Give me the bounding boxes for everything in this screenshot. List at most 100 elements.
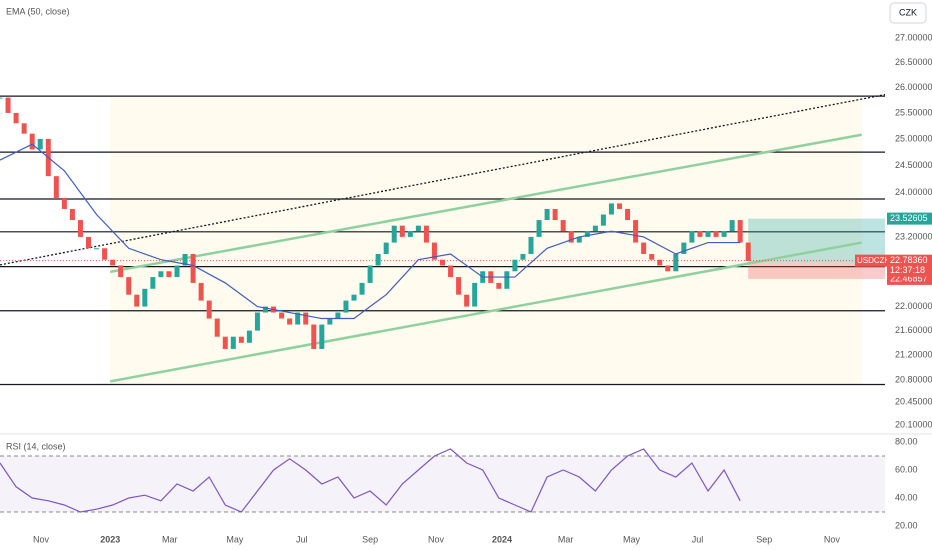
candle	[335, 312, 341, 319]
candle	[552, 208, 558, 221]
x-tick-label: Mar	[162, 534, 178, 544]
candle	[182, 253, 188, 266]
candle	[351, 294, 357, 301]
candle	[456, 277, 462, 295]
candle	[327, 318, 333, 325]
candle	[238, 336, 244, 343]
candle	[0, 97, 3, 99]
candle	[94, 248, 100, 250]
countdown-label: 12:37:18	[890, 265, 925, 275]
y-tick-label: 20.80000	[895, 374, 932, 384]
candle	[134, 294, 140, 307]
candle	[592, 225, 598, 232]
y-tick-label: 24.50000	[895, 160, 932, 170]
rsi-label: RSI (14, close)	[6, 441, 66, 451]
candle	[649, 253, 655, 260]
candle	[528, 236, 534, 254]
candle	[472, 282, 478, 307]
candle	[77, 220, 83, 237]
candle	[166, 271, 172, 278]
trendline	[109, 133, 862, 274]
x-tick-label: Nov	[824, 534, 841, 544]
candle	[383, 242, 389, 254]
candle	[721, 231, 727, 237]
candle	[673, 253, 679, 272]
candle	[21, 123, 27, 134]
candle	[657, 259, 663, 266]
x-tick-label: Jul	[692, 534, 704, 544]
candle	[536, 220, 542, 237]
candle	[496, 282, 502, 289]
candle	[512, 259, 518, 272]
candle	[13, 112, 19, 124]
ema-label: EMA (50, close)	[6, 6, 70, 16]
currency-label: CZK	[899, 7, 917, 17]
candle	[568, 231, 574, 243]
x-tick-label: Mar	[558, 534, 574, 544]
candle	[689, 231, 695, 243]
candle	[464, 294, 470, 307]
stop-label: 22.46857	[890, 273, 928, 283]
candle	[53, 176, 59, 198]
candle	[29, 133, 35, 150]
candle	[375, 253, 381, 266]
candle	[303, 312, 309, 325]
candle	[246, 330, 252, 343]
candle	[576, 236, 582, 243]
candle	[665, 265, 671, 272]
y-tick-label: 26.00000	[895, 82, 932, 92]
candle	[448, 265, 454, 278]
x-tick-label: 2023	[100, 534, 120, 544]
y-tick-label: 20.10000	[895, 419, 932, 429]
candle	[279, 312, 285, 319]
candle	[600, 214, 606, 226]
ema-line	[0, 143, 741, 320]
candle	[520, 253, 526, 260]
x-tick-label: Jul	[296, 534, 308, 544]
candle	[287, 318, 293, 325]
candle	[399, 225, 405, 237]
x-tick-label: Nov	[428, 534, 445, 544]
rsi-tick-label: 40.00	[895, 492, 918, 502]
last-price-box	[887, 254, 932, 277]
candle	[190, 253, 196, 283]
rsi-tick-label: 80.00	[895, 436, 918, 446]
candle	[544, 208, 550, 221]
x-tick-label: May	[226, 534, 244, 544]
y-tick-label: 21.60000	[895, 325, 932, 335]
rsi-band	[0, 456, 885, 512]
y-tick-label: 22.00000	[895, 301, 932, 311]
candle	[625, 208, 631, 221]
rsi-line	[0, 448, 741, 513]
target-label: 23.52605	[890, 213, 928, 223]
candle	[206, 300, 212, 319]
x-tick-label: May	[623, 534, 641, 544]
currency-button[interactable]	[889, 2, 927, 24]
candle	[295, 312, 301, 325]
candle	[102, 248, 108, 260]
candle	[86, 236, 91, 249]
candle	[359, 282, 365, 295]
candle	[142, 288, 148, 307]
symbol-label: USDCZK	[857, 256, 891, 265]
candle	[5, 97, 11, 113]
candle	[407, 231, 413, 237]
candle	[713, 231, 719, 237]
candle	[423, 225, 429, 243]
candle	[158, 271, 164, 278]
candle	[254, 312, 260, 331]
candle	[608, 203, 614, 215]
x-tick-label: Nov	[33, 534, 50, 544]
rsi-tick-label: 60.00	[895, 464, 918, 474]
candle	[584, 231, 590, 237]
candle	[415, 225, 421, 232]
candle	[198, 282, 204, 301]
candle	[440, 259, 445, 266]
candle	[697, 231, 703, 237]
y-tick-label: 26.50000	[895, 57, 932, 67]
candle	[174, 265, 180, 278]
candle	[367, 265, 373, 283]
target-label-box	[887, 212, 932, 225]
rsi-tick-label: 20.00	[895, 520, 918, 530]
y-tick-label: 25.00000	[895, 133, 932, 143]
